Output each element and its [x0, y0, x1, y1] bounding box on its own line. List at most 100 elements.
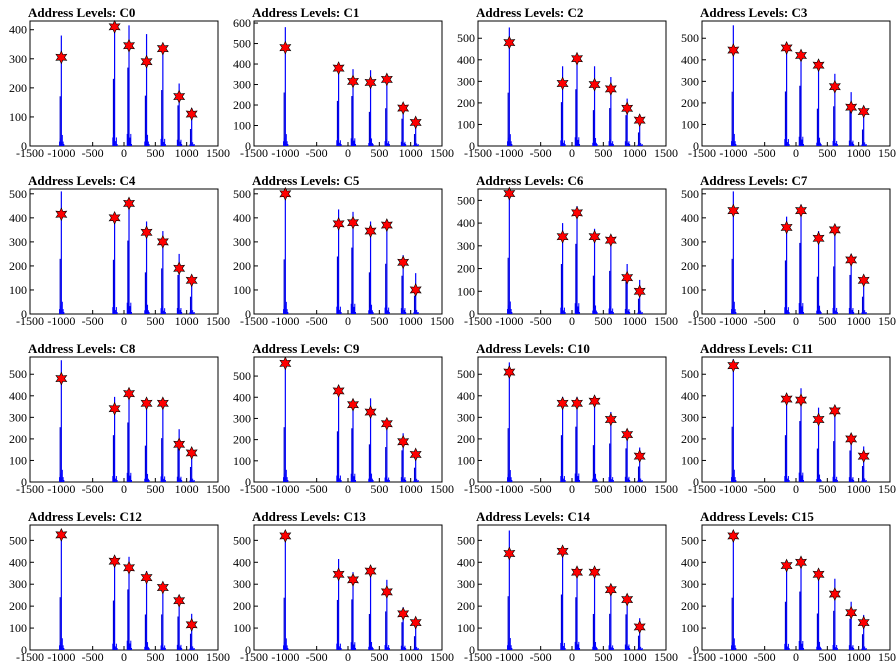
y-tick-label: 0: [245, 139, 251, 153]
chart-svg: 0 100 200 300 400 500 -1500 -1000 -500 0 500 1000 15…: [681, 356, 896, 496]
star-marker: [795, 48, 807, 63]
x-tick-label: -1000: [271, 146, 299, 160]
y-tick-label: 200: [9, 432, 27, 446]
x-tick-label: 500: [818, 146, 836, 160]
x-tick-label: -1000: [271, 482, 299, 496]
star-marker: [185, 617, 198, 632]
star-marker: [727, 43, 740, 57]
star-marker: [633, 449, 646, 464]
chart-title: Address Levels: C14: [476, 509, 590, 524]
x-tick-label: 1500: [206, 650, 230, 664]
chart-panel: Address Levels: C15 0 100 200 300 400 500 -1500…: [672, 504, 896, 672]
y-tick-label: 0: [693, 139, 699, 153]
star-marker: [55, 50, 68, 65]
chart-svg: 0 100 200 300 400 500 -1500 -1000 -500 0 500 1000 15…: [457, 20, 678, 160]
chart-title: Address Levels: C3: [700, 5, 808, 20]
x-tick-label: -1500: [240, 482, 268, 496]
x-tick-label: -1000: [47, 482, 75, 496]
x-tick-label: -1000: [495, 650, 523, 664]
star-marker: [857, 273, 870, 288]
y-tick-label: 300: [681, 74, 699, 88]
chart-panel: Address Levels: C10 0 100 200 300 400 500 -1500…: [448, 336, 678, 504]
y-tick-label: 200: [681, 599, 699, 613]
y-tick-label: 300: [9, 52, 27, 66]
y-tick-label: 0: [21, 643, 27, 657]
star-marker: [604, 81, 617, 96]
x-tick-label: -500: [306, 146, 328, 160]
chart-svg: 0 100 200 300 400 500 -1500 -1000 -500 0 500 1000 15…: [9, 524, 230, 664]
x-tick-label: 1500: [430, 146, 454, 160]
chart-panel: Address Levels: C7 0 100 200 300 400 500 -1500-…: [672, 168, 896, 336]
star-marker: [380, 584, 393, 599]
x-tick-label: 0: [793, 650, 799, 664]
y-tick-label: 300: [457, 239, 475, 253]
axes-frame: [477, 188, 667, 315]
x-tick-label: -500: [530, 146, 552, 160]
chart-svg: 0 100 200 300 400 500 -1500 -1000 -500 0 500 1000 15…: [9, 356, 230, 496]
y-tick-label: 400: [233, 390, 251, 404]
x-tick-label: -1500: [688, 314, 716, 328]
star-marker: [123, 38, 135, 53]
y-tick-label: 200: [457, 599, 475, 613]
axes-frame: [253, 20, 443, 147]
star-marker: [380, 218, 393, 232]
x-tick-label: -1000: [271, 650, 299, 664]
star-marker: [185, 107, 198, 121]
axes-frame: [701, 356, 891, 483]
x-tick-label: 1000: [399, 482, 423, 496]
star-marker: [503, 35, 516, 50]
chart-svg: 0 100 200 300 400 500 -1500 -1000 -500 0 500 1000 15…: [457, 186, 678, 328]
star-marker: [409, 447, 422, 462]
y-tick-label: 300: [681, 235, 699, 249]
star-marker: [364, 564, 377, 578]
x-tick-label: 1000: [399, 650, 423, 664]
x-tick-label: 1000: [847, 146, 871, 160]
y-tick-label: 500: [457, 533, 475, 547]
x-tick-label: 1500: [430, 650, 454, 664]
star-marker: [156, 580, 169, 595]
y-tick-label: 100: [457, 453, 475, 467]
y-tick-label: 100: [457, 284, 475, 298]
axes-frame: [29, 20, 219, 147]
x-tick-label: 0: [569, 314, 575, 328]
y-tick-label: 400: [233, 555, 251, 569]
star-marker: [812, 58, 825, 73]
star-marker: [621, 592, 634, 607]
chart-title: Address Levels: C13: [252, 509, 366, 524]
x-tick-label: -500: [754, 146, 776, 160]
y-tick-label: 100: [9, 453, 27, 467]
x-tick-label: 1000: [175, 314, 199, 328]
star-marker: [409, 115, 422, 130]
x-tick-label: 1500: [878, 482, 896, 496]
star-marker: [588, 229, 601, 244]
star-marker: [503, 186, 516, 201]
y-tick-label: 200: [9, 599, 27, 613]
y-tick-label: 0: [693, 307, 699, 321]
x-tick-label: -500: [82, 314, 104, 328]
y-tick-label: 200: [681, 96, 699, 110]
star-marker: [173, 437, 186, 452]
star-marker: [156, 41, 169, 56]
star-marker: [55, 371, 68, 386]
y-tick-label: 300: [681, 410, 699, 424]
star-marker: [108, 210, 121, 225]
star-marker: [604, 233, 617, 248]
x-tick-label: -500: [306, 482, 328, 496]
y-tick-label: 0: [469, 643, 475, 657]
x-tick-label: -1500: [688, 146, 716, 160]
y-tick-label: 0: [21, 475, 27, 489]
x-tick-label: 0: [569, 482, 575, 496]
chart-svg: 0 100 200 300 400 500 600 -1500 -1000 -500 0 500 100…: [233, 16, 454, 160]
y-tick-label: 600: [233, 16, 251, 30]
y-tick-label: 100: [9, 621, 27, 635]
star-marker: [633, 620, 646, 634]
y-tick-label: 300: [457, 577, 475, 591]
y-tick-label: 400: [681, 211, 699, 225]
x-tick-label: 1000: [399, 146, 423, 160]
star-marker: [588, 394, 601, 409]
star-marker: [503, 546, 516, 561]
x-tick-label: -1000: [47, 146, 75, 160]
x-tick-label: 0: [345, 650, 351, 664]
chart-title: Address Levels: C11: [700, 341, 814, 356]
y-tick-label: 0: [469, 475, 475, 489]
